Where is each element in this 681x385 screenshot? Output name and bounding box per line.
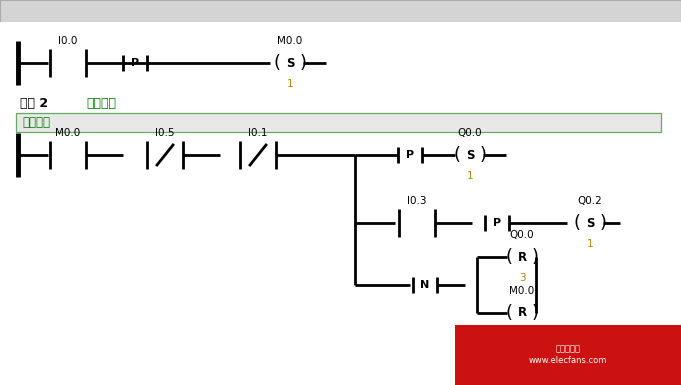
Text: N: N <box>420 280 430 290</box>
Text: P: P <box>406 150 414 160</box>
Text: Q0.0: Q0.0 <box>458 128 482 138</box>
Text: M0.0: M0.0 <box>55 128 80 138</box>
Text: I0.3: I0.3 <box>407 196 427 206</box>
Text: 1: 1 <box>287 79 294 89</box>
Text: 3: 3 <box>519 273 525 283</box>
Text: M0.0: M0.0 <box>277 36 302 46</box>
Text: P: P <box>131 58 139 68</box>
Text: P: P <box>493 218 501 228</box>
Text: I0.0: I0.0 <box>59 36 78 46</box>
Text: ): ) <box>599 214 607 232</box>
Bar <box>455 325 681 385</box>
Text: ): ) <box>531 304 539 322</box>
Text: R: R <box>518 251 526 263</box>
Text: (: ( <box>454 146 460 164</box>
Text: Q0.2: Q0.2 <box>577 196 603 206</box>
Text: 网络注释: 网络注释 <box>22 116 50 129</box>
Text: ): ) <box>300 54 306 72</box>
Text: 网络标题: 网络标题 <box>86 97 116 109</box>
Text: 电子发烧网
www.elecfans.com: 电子发烧网 www.elecfans.com <box>529 345 607 365</box>
Bar <box>0 0 681 22</box>
Text: R: R <box>518 306 526 320</box>
Text: 1: 1 <box>519 329 525 339</box>
Text: (: ( <box>505 248 513 266</box>
Text: 1: 1 <box>587 239 593 249</box>
Text: S: S <box>586 216 595 229</box>
Text: (: ( <box>573 214 580 232</box>
Text: (: ( <box>505 304 513 322</box>
Text: I0.1: I0.1 <box>249 128 268 138</box>
Text: 1: 1 <box>466 171 473 181</box>
Text: 网络 2: 网络 2 <box>20 97 48 109</box>
Text: I0.5: I0.5 <box>155 128 175 138</box>
Bar <box>16 113 661 132</box>
Text: ): ) <box>531 248 539 266</box>
Text: Q0.0: Q0.0 <box>509 230 535 240</box>
Text: (: ( <box>274 54 281 72</box>
Text: S: S <box>466 149 474 161</box>
Text: S: S <box>286 57 294 70</box>
Text: M0.0: M0.0 <box>509 286 535 296</box>
Text: ): ) <box>479 146 486 164</box>
